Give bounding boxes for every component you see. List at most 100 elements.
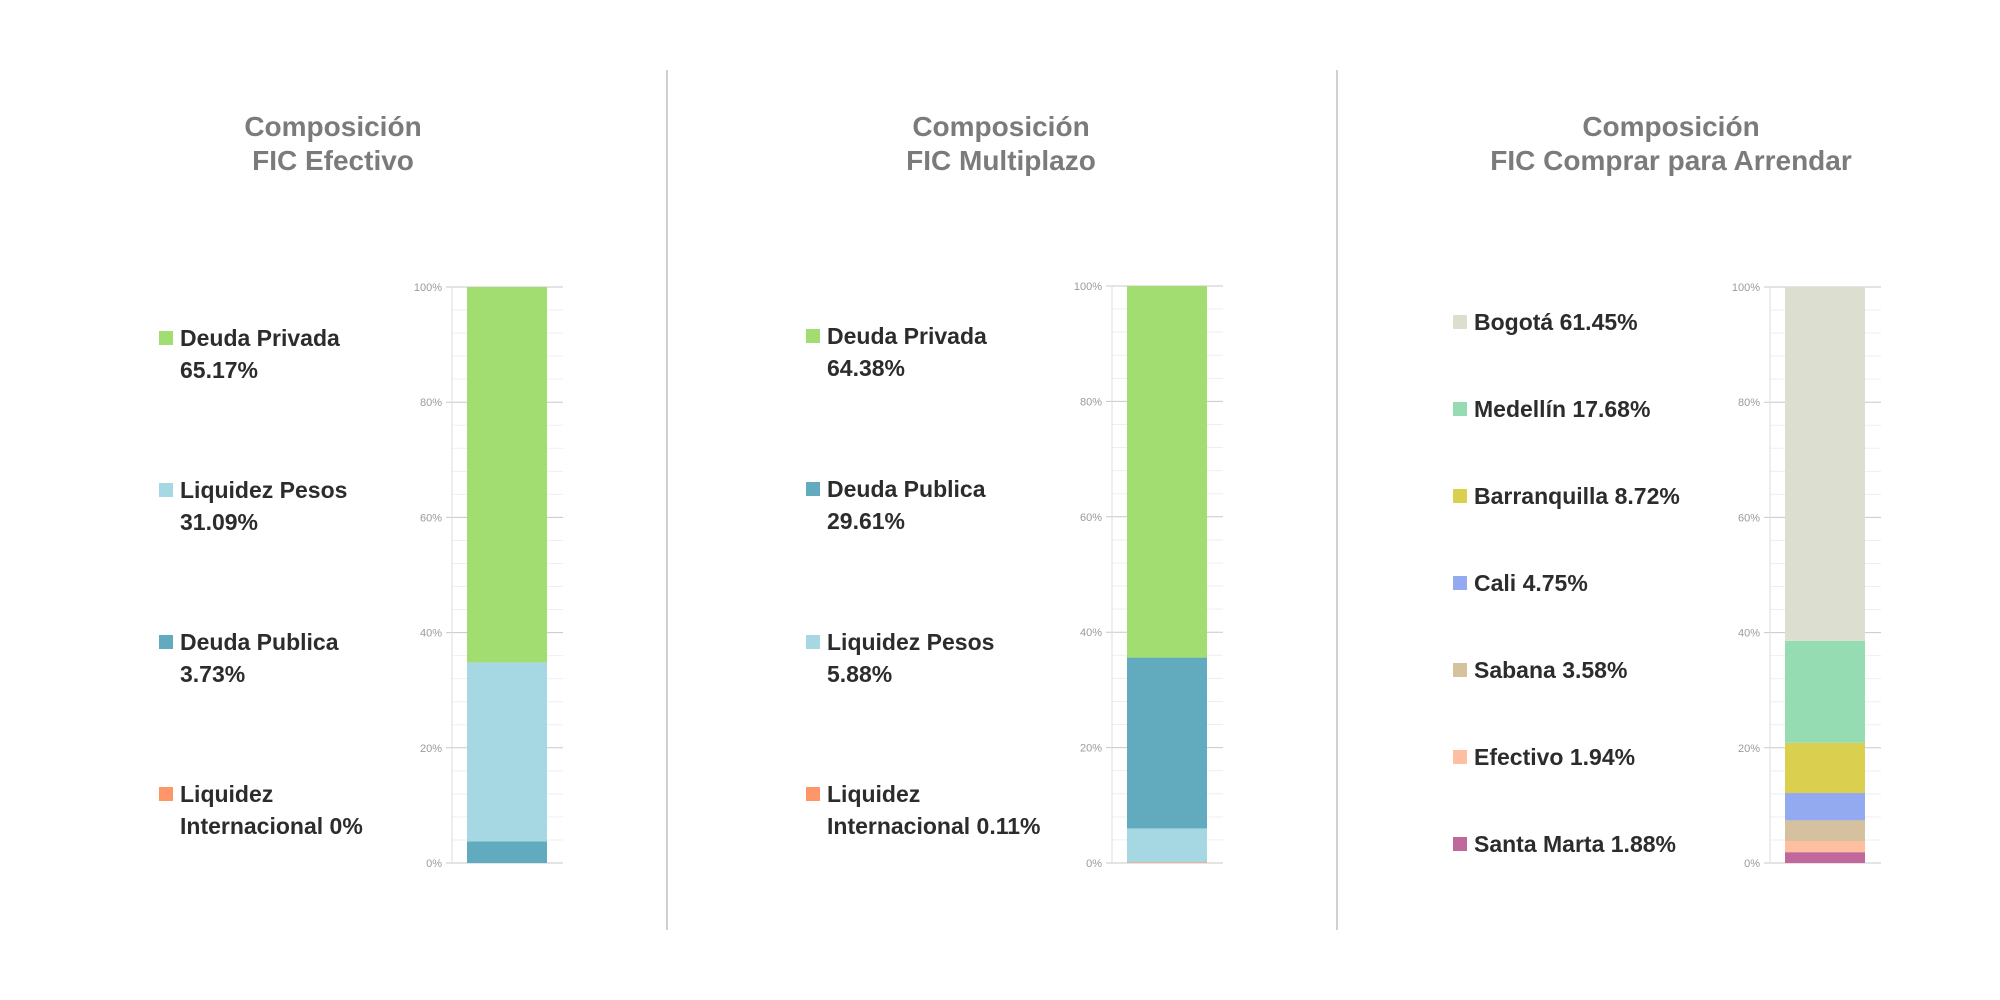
y-tick-label: 40% [420,628,442,640]
legend-label-line-1: Liquidez [180,781,274,807]
chart-title-line-2: FIC Efectivo [252,145,414,176]
legend-item-liquidez-pesos: Liquidez Pesos 5.88% [806,626,995,690]
legend-item-bogota: Bogotá 61.45% [1453,306,1638,338]
panel-divider [1336,70,1338,930]
legend-label: Liquidez Pesos [180,477,348,503]
legend-swatch [159,483,173,497]
legend-swatch [806,787,820,801]
legend-value: 3.73% [180,661,246,687]
bar-segment-sabana [1785,820,1865,841]
legend-swatch [159,635,173,649]
legend-item-cali: Cali 4.75% [1453,567,1588,599]
legend-swatch [806,329,820,343]
legend-label: Efectivo 1.94% [1474,744,1636,770]
panel-divider [666,70,668,930]
legend-swatch [1453,489,1467,503]
legend-swatch [1453,576,1467,590]
legend-item-deuda-privada: Deuda Privada 65.17% [159,322,340,386]
legend-label-line-1: Liquidez [827,781,921,807]
y-tick-label: 60% [1080,512,1102,524]
legend-item-santa-marta: Santa Marta 1.88% [1453,828,1676,860]
y-tick-label: 80% [1080,396,1102,408]
legend-item-sabana: Sabana 3.58% [1453,654,1628,686]
bar-segment-cali [1785,793,1865,821]
bar-segment-efectivo [1785,840,1865,853]
y-tick-label: 20% [1738,743,1760,755]
legend-item-liquidez-pesos: Liquidez Pesos 31.09% [159,474,348,538]
legend-value: 29.61% [827,508,906,534]
bar-segment-liquidez-pesos [1127,828,1207,863]
legend-swatch [1453,837,1467,851]
legend-label: Medellín 17.68% [1474,396,1651,422]
bar-segment-deuda-publica [1127,657,1207,829]
legend-label: Liquidez Pesos [827,629,995,655]
legend-item-deuda-publica: Deuda Publica 3.73% [159,626,339,690]
legend-label: Bogotá 61.45% [1474,309,1638,335]
bar-segment-liquidez-pesos [467,662,547,842]
legend-label: Deuda Publica [827,476,986,502]
legend-swatch [806,635,820,649]
chart-title-line-1: Composición [912,111,1090,142]
panel-fic-efectivo: Composición FIC Efectivo Deuda Privada 6… [0,0,666,1000]
legend-swatch [1453,663,1467,677]
bar-segment-deuda-publica [467,841,547,863]
legend-label-line-2: Internacional 0% [180,813,363,839]
legend-swatch [159,331,173,345]
panel-fic-multiplazo: Composición FIC Multiplazo Deuda Privada… [668,0,1334,1000]
legend-item-deuda-privada: Deuda Privada 64.38% [806,320,987,384]
bar-segment-barranquilla [1785,742,1865,794]
stacked-bar-chart: 0% 20% 40% 60% 80% 100% [1732,282,1881,870]
legend-item-efectivo: Efectivo 1.94% [1453,741,1636,773]
y-tick-label: 40% [1738,628,1760,640]
legend-label-line-2: Internacional 0.11% [827,813,1041,839]
legend-value: 65.17% [180,357,259,383]
y-tick-label: 20% [1080,743,1102,755]
y-tick-label: 100% [1732,282,1760,294]
legend-value: 5.88% [827,661,893,687]
y-tick-label: 0% [426,858,442,870]
legend-label: Barranquilla 8.72% [1474,483,1680,509]
y-tick-label: 20% [420,743,442,755]
chart-title: Composición FIC Comprar para Arrendar [1338,110,2000,178]
legend-label: Santa Marta 1.88% [1474,831,1676,857]
legend-swatch [1453,750,1467,764]
legend-item-medellin: Medellín 17.68% [1453,393,1651,425]
legend-swatch [806,482,820,496]
legend-label: Cali 4.75% [1474,570,1588,596]
legend-item-liquidez-internacional: Liquidez Internacional 0% [159,778,363,842]
legend-label: Deuda Publica [180,629,339,655]
bar-segment-liquidez-internacional [1127,862,1207,863]
bar-segment-bogot- [1785,287,1865,641]
y-tick-label: 80% [420,397,442,409]
chart-title: Composición FIC Efectivo [0,110,666,178]
chart-title-line-1: Composición [1582,111,1760,142]
y-tick-label: 60% [1738,512,1760,524]
y-tick-label: 60% [420,512,442,524]
legend-label: Deuda Privada [180,325,340,351]
stacked-bar-chart: 0% 20% 40% 60% 80% 100% [414,282,563,870]
legend-value: 64.38% [827,355,906,381]
legend-value: 31.09% [180,509,259,535]
chart-title: Composición FIC Multiplazo [668,110,1334,178]
legend-label: Sabana 3.58% [1474,657,1628,683]
panel-fic-comprar-para-arrendar: Composición FIC Comprar para Arrendar Bo… [1338,0,2000,1000]
legend-swatch [159,787,173,801]
bar-segment-medell-n [1785,640,1865,743]
y-tick-label: 80% [1738,397,1760,409]
legend-label: Deuda Privada [827,323,987,349]
y-tick-label: 40% [1080,627,1102,639]
bar-segment-deuda-privada [1127,286,1207,658]
y-tick-label: 0% [1086,858,1102,870]
y-tick-label: 0% [1744,858,1760,870]
legend-item-liquidez-internacional: Liquidez Internacional 0.11% [806,778,1041,842]
legend-item-barranquilla: Barranquilla 8.72% [1453,480,1680,512]
y-tick-label: 100% [1074,281,1102,293]
legend-swatch [1453,315,1467,329]
bar-segment-deuda-privada [467,287,547,663]
legend-swatch [1453,402,1467,416]
chart-title-line-2: FIC Comprar para Arrendar [1490,145,1852,176]
chart-title-line-1: Composición [244,111,422,142]
chart-title-line-2: FIC Multiplazo [906,145,1096,176]
bar-segment-santa-marta [1785,852,1865,863]
y-tick-label: 100% [414,282,442,294]
